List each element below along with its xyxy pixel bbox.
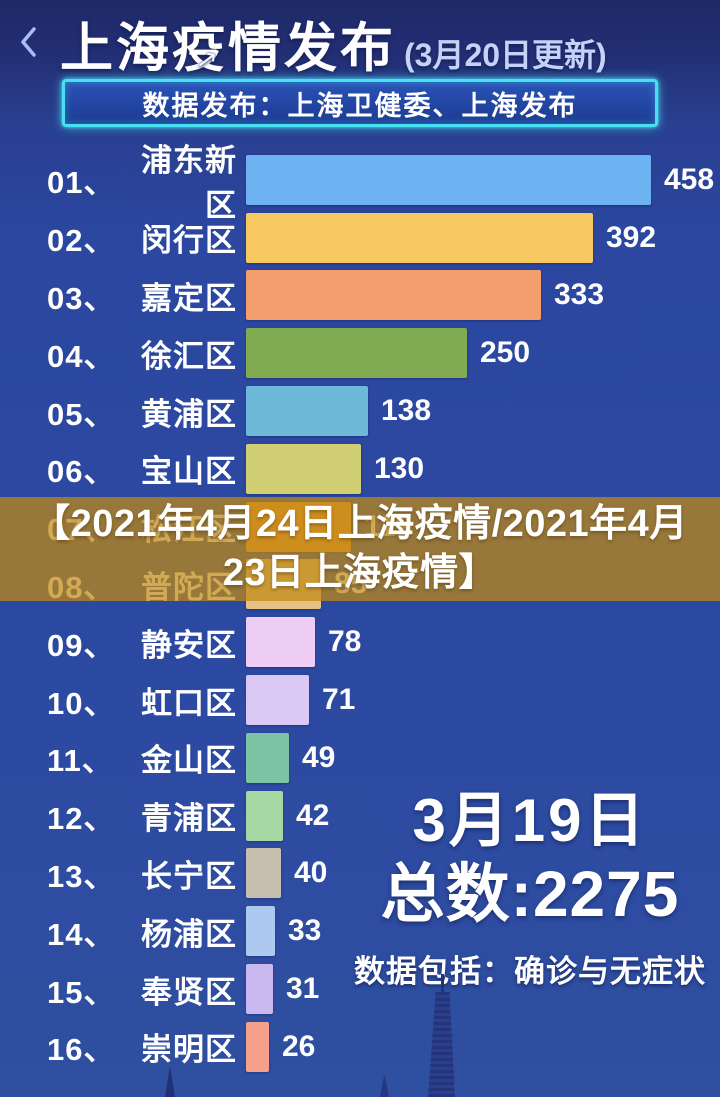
row-rank: 02、 — [47, 223, 116, 259]
row-bar — [246, 328, 467, 379]
chart-row: 03、 嘉定区 333 — [0, 267, 720, 325]
row-district: 徐汇区 — [141, 338, 237, 374]
row-value: 26 — [282, 1029, 316, 1063]
row-rank: 12、 — [47, 801, 116, 837]
watermark-overlay-band: 【2021年4月24日上海疫情/2021年4月 23日上海疫情】 — [0, 497, 720, 601]
chart-row: 15、 奉贤区 31 — [0, 960, 720, 1018]
row-district: 杨浦区 — [141, 916, 237, 952]
row-value: 42 — [296, 798, 330, 832]
data-source-text: 数据发布：上海卫健委、上海发布 — [142, 90, 578, 121]
row-district: 闵行区 — [141, 223, 237, 259]
row-rank: 11、 — [47, 743, 114, 779]
row-rank: 10、 — [47, 685, 116, 721]
chart-row: 11、 金山区 49 — [0, 729, 720, 787]
row-bar — [246, 212, 593, 263]
row-district: 宝山区 — [141, 454, 237, 490]
chart-row: 12、 青浦区 42 — [0, 787, 720, 845]
summary-date: 3月19日 — [412, 787, 648, 854]
chart-row: 16、 崇明区 26 — [0, 1018, 720, 1076]
row-value: 333 — [554, 278, 605, 312]
row-value: 31 — [286, 972, 320, 1006]
chart-row: 13、 长宁区 40 — [0, 845, 720, 903]
row-district: 浦东新区 — [141, 142, 237, 223]
chart-row: 05、 黄浦区 138 — [0, 382, 720, 440]
row-value: 250 — [480, 336, 531, 370]
back-chevron-icon[interactable] — [18, 26, 40, 58]
row-bar — [246, 443, 361, 494]
skyline-spire-center — [380, 1074, 389, 1097]
chart-row: 06、 宝山区 130 — [0, 440, 720, 498]
row-district: 虹口区 — [141, 685, 237, 721]
watermark-line-2: 23日上海疫情】 — [222, 552, 498, 594]
row-value: 458 — [664, 162, 715, 196]
page-title: 上海疫情发布 (3月20日更新) — [60, 6, 607, 82]
row-district: 奉贤区 — [141, 974, 237, 1010]
row-rank: 13、 — [47, 858, 116, 894]
row-rank: 15、 — [47, 974, 116, 1010]
row-bar — [246, 1021, 269, 1072]
row-bar — [246, 732, 289, 783]
row-bar — [246, 906, 275, 957]
row-rank: 14、 — [47, 916, 116, 952]
watermark-line-1: 【2021年4月24日上海疫情/2021年4月 — [32, 503, 688, 545]
row-value: 71 — [322, 683, 356, 717]
page-title-update-date: (3月20日更新) — [404, 37, 607, 73]
row-bar — [246, 790, 283, 841]
row-rank: 06、 — [47, 454, 116, 490]
row-district: 崇明区 — [141, 1032, 237, 1068]
row-bar — [246, 154, 651, 205]
chart-row: 04、 徐汇区 250 — [0, 324, 720, 382]
row-rank: 01、 — [47, 165, 116, 201]
page-title-text: 上海疫情发布 — [60, 19, 396, 78]
row-district: 金山区 — [141, 743, 237, 779]
chart-row: 01、 浦东新区 458 — [0, 143, 720, 223]
row-rank: 16、 — [47, 1032, 116, 1068]
row-bar — [246, 675, 309, 726]
row-district: 嘉定区 — [141, 280, 237, 316]
row-district: 青浦区 — [141, 801, 237, 837]
row-value: 392 — [606, 220, 657, 254]
row-district: 长宁区 — [141, 858, 237, 894]
row-value: 40 — [294, 856, 328, 890]
row-bar — [246, 964, 273, 1015]
row-rank: 05、 — [47, 396, 116, 432]
chart-row: 02、 闵行区 392 — [0, 209, 720, 267]
row-district: 黄浦区 — [141, 396, 237, 432]
row-bar — [246, 270, 541, 321]
chart-row: 09、 静安区 78 — [0, 613, 720, 671]
row-value: 78 — [328, 625, 362, 659]
row-bar — [246, 386, 368, 437]
data-source-banner: 数据发布：上海卫健委、上海发布 — [62, 79, 658, 127]
skyline-tower-antenna — [441, 974, 444, 994]
row-district: 静安区 — [141, 627, 237, 663]
skyline-spire-left — [165, 1066, 175, 1097]
summary-total: 总数:2275 — [380, 858, 680, 930]
chart-row: 14、 杨浦区 33 — [0, 902, 720, 960]
summary-note: 数据包括：确诊与无症状 — [354, 954, 706, 989]
row-value: 138 — [381, 394, 432, 428]
mouse-cursor-icon: ↗ — [194, 42, 220, 76]
row-bar — [246, 617, 315, 668]
row-rank: 03、 — [47, 280, 116, 316]
district-bar-chart: 01、 浦东新区 458 02、 闵行区 392 03、 嘉定区 333 04、… — [0, 143, 720, 1076]
row-rank: 04、 — [47, 338, 116, 374]
chart-row: 10、 虹口区 71 — [0, 671, 720, 729]
row-bar — [246, 848, 281, 899]
row-rank: 09、 — [47, 627, 116, 663]
row-value: 33 — [288, 914, 322, 948]
row-value: 130 — [374, 451, 425, 485]
row-value: 49 — [302, 740, 336, 774]
